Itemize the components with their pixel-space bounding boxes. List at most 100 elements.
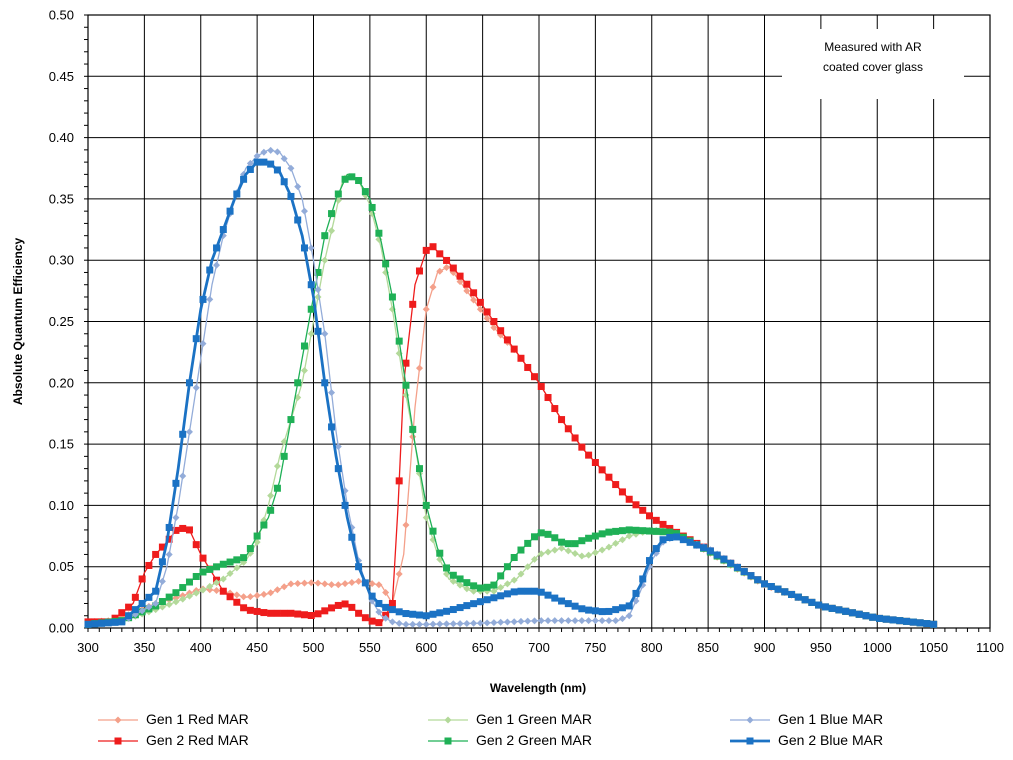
x-tick-label: 1050 (919, 640, 948, 655)
series-gen-1-green-mar-point (612, 539, 620, 547)
annotation-line-2: coated cover glass (823, 60, 923, 74)
series-gen-2-blue-mar-point (294, 216, 302, 224)
series-gen-2-green-mar-point (341, 175, 349, 183)
series-gen-2-green-mar-point (321, 232, 329, 240)
legend-swatch-point (114, 737, 122, 745)
series-gen-2-blue-mar-point (510, 588, 518, 596)
series-gen-2-blue-mar-point (240, 175, 248, 183)
series-gen-2-red-mar-point (226, 593, 234, 601)
series-gen-2-blue-mar-point (673, 533, 681, 541)
series-gen-2-red-mar-point (578, 443, 586, 451)
y-tick-label: 0.05 (49, 559, 74, 574)
series-gen-2-red-mar-point (497, 327, 505, 335)
series-gen-2-red-mar-point (300, 611, 308, 619)
series-gen-2-blue-mar-point (476, 598, 484, 606)
series-gen-1-red-mar-point (260, 590, 268, 598)
series-gen-2-blue-mar-point (652, 545, 660, 553)
series-gen-1-blue-mar-point (422, 620, 430, 628)
legend-swatch-point (746, 737, 754, 745)
series-gen-1-green-mar-point (456, 581, 464, 589)
series-gen-2-blue-mar-point (774, 585, 782, 593)
series-gen-2-blue-mar-point (740, 568, 748, 576)
series-gen-1-red-mar-point (395, 570, 403, 578)
series-gen-2-red-mar-point (341, 600, 349, 608)
series-gen-1-blue-mar-point (449, 620, 457, 628)
x-tick-label: 750 (585, 640, 607, 655)
series-gen-1-red-mar-point (375, 581, 383, 589)
series-gen-1-green-mar-point (226, 569, 234, 577)
x-tick-label: 550 (359, 640, 381, 655)
series-gen-1-red-mar-point (267, 589, 275, 597)
y-tick-label: 0.40 (49, 130, 74, 145)
series-gen-2-blue-mar-point (815, 601, 823, 609)
series-gen-1-green-mar-point (328, 227, 336, 235)
series-gen-1-blue-mar-point (192, 384, 200, 392)
series-gen-2-red-mar-point (476, 298, 484, 306)
series-gen-2-blue-mar-point (463, 602, 471, 610)
series-gen-1-blue-mar-point (429, 620, 437, 628)
series-gen-2-blue-mar-point (808, 598, 816, 606)
series-gen-1-red-mar-point (368, 580, 376, 588)
series-gen-2-green-mar-point (395, 337, 403, 345)
series-gen-2-blue-mar-point (98, 619, 106, 627)
series-gen-2-green-mar-point (375, 229, 383, 237)
series-gen-1-blue-mar-point (463, 619, 471, 627)
series-gen-1-blue-mar-point (152, 599, 160, 607)
series-gen-2-red-mar-point (510, 345, 518, 353)
series-gen-2-blue-mar-point (179, 430, 187, 438)
series-gen-2-red-mar-point (558, 416, 566, 424)
legend-label: Gen 2 Green MAR (476, 732, 592, 748)
series-gen-1-red-mar-point (334, 581, 342, 589)
series-gen-2-blue-mar-point (152, 587, 160, 595)
series-gen-1-blue-mar-point (564, 617, 572, 625)
series-gen-1-red-mar-point (422, 305, 430, 313)
series-gen-2-red-mar-point (388, 599, 396, 607)
series-gen-2-red-mar-point (490, 318, 498, 325)
x-tick-label: 700 (528, 640, 550, 655)
series-gen-2-blue-mar-point (165, 523, 173, 531)
series-gen-1-blue-mar-point (280, 155, 288, 163)
series-gen-2-green-mar-point (612, 527, 620, 535)
x-tick-label: 600 (415, 640, 437, 655)
series-gen-2-red-mar-point (260, 609, 268, 617)
series-gen-1-green-mar-point (463, 585, 471, 593)
series-gen-2-green-mar-point (605, 528, 613, 536)
series-gen-2-blue-mar-point (111, 618, 119, 626)
series-gen-1-green-mar-point (524, 563, 532, 571)
series-gen-2-red-mar-point (253, 607, 261, 615)
legend-label: Gen 1 Red MAR (146, 711, 249, 727)
series-gen-1-red-mar-point (328, 581, 336, 589)
y-tick-label: 0.50 (49, 8, 74, 23)
series-gen-2-red-mar-point (645, 512, 653, 520)
series-gen-2-blue-mar-point (632, 589, 640, 597)
series-gen-1-green-mar-point (300, 367, 308, 375)
series-gen-2-green-mar-point (246, 545, 254, 553)
series-gen-2-green-mar-point (591, 532, 599, 540)
series-gen-1-blue-mar-point (483, 619, 491, 627)
series-gen-2-green-mar-point (558, 538, 566, 546)
series-gen-1-blue-mar-point (321, 330, 329, 338)
series-gen-1-blue-mar-point (436, 620, 444, 628)
series-gen-1-blue-mar-point (415, 620, 423, 628)
series-gen-2-red-mar-point (321, 607, 329, 615)
series-gen-2-blue-mar-point (788, 590, 796, 598)
series-gen-1-green-mar-point (267, 492, 275, 500)
series-gen-2-blue-mar-point (585, 606, 593, 614)
series-gen-2-blue-mar-point (145, 593, 153, 601)
series-gen-1-green-mar-point (219, 575, 227, 583)
series-gen-2-red-mar-point (287, 609, 295, 617)
series-gen-1-green-mar-point (571, 549, 579, 557)
series-gen-1-red-mar-point (273, 586, 281, 594)
series-gen-1-green-mar-point (591, 549, 599, 557)
series-gen-1-green-mar-point (551, 546, 559, 554)
series-gen-2-red-mar-point (361, 614, 369, 622)
series-gen-2-blue-mar-point (185, 379, 193, 387)
series-gen-2-blue-mar-point (172, 479, 180, 487)
series-gen-2-green-mar-point (355, 177, 363, 185)
series-gen-2-blue-mar-point (280, 178, 288, 186)
series-gen-1-red-mar-point (213, 586, 221, 594)
series-gen-1-blue-mar-point (524, 617, 532, 625)
series-gen-2-red-mar-point (314, 610, 322, 618)
series-gen-2-green-mar-point (476, 584, 484, 592)
series-gen-2-blue-mar-point (503, 590, 511, 598)
